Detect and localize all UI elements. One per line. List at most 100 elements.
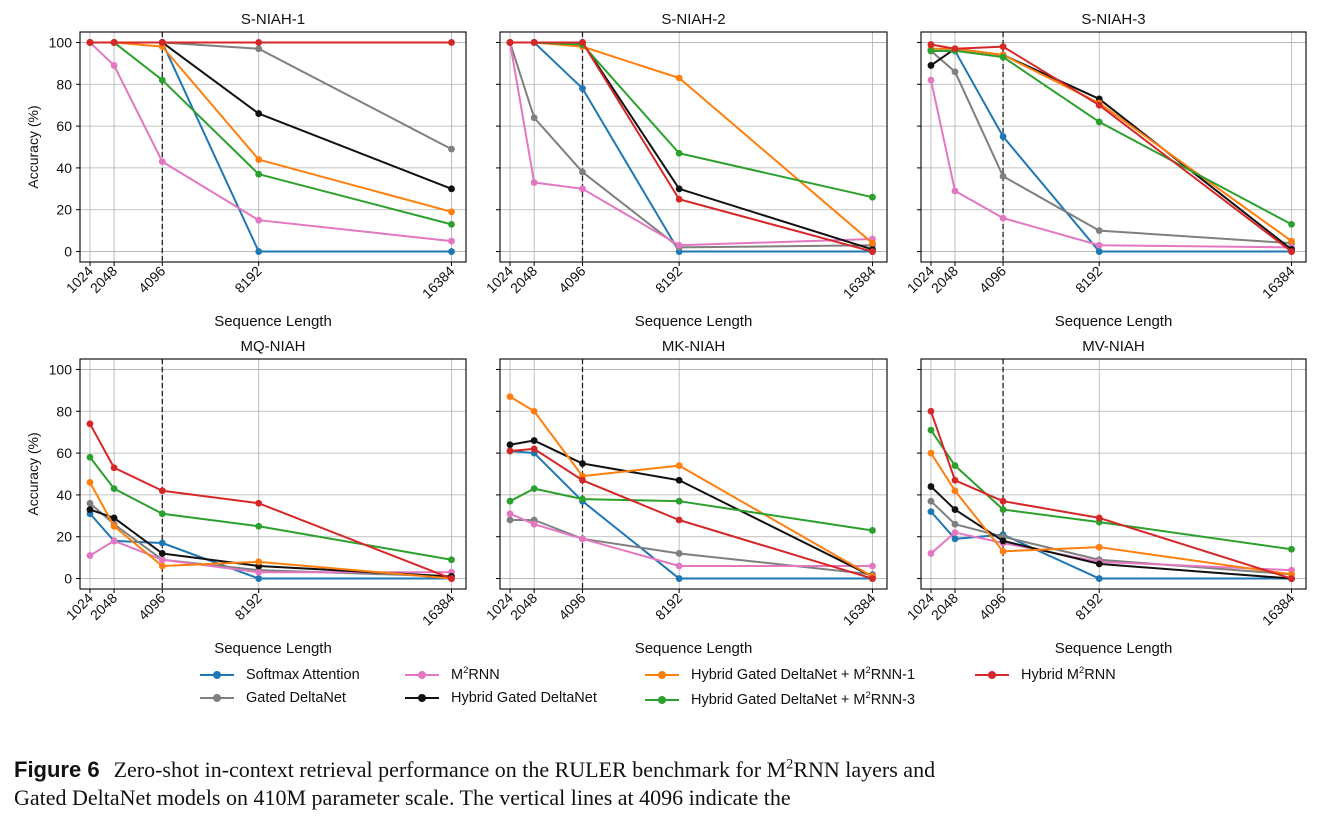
- data-point-hybrid-m2rnn: [675, 516, 683, 524]
- series-line-softmax-attention: [89, 41, 452, 253]
- data-point-m2rnn: [530, 179, 538, 186]
- data-point-softmax-attention: [1095, 575, 1103, 582]
- data-point-m2rnn: [158, 158, 166, 166]
- series-line-hybrid-m2rnn: [510, 41, 873, 253]
- y-tick-label: 40: [56, 160, 72, 176]
- data-point-hybrid-gated-deltanet: [110, 514, 118, 522]
- y-tick-label: 0: [64, 244, 72, 260]
- x-axis-label: Sequence Length: [1055, 640, 1173, 657]
- data-point-hybrid-gated-deltanet-m2rnn-3: [255, 170, 263, 178]
- axes-frame: [79, 358, 467, 590]
- legend-swatch-icon: [975, 669, 1009, 681]
- data-point-gated-deltanet: [448, 145, 455, 153]
- x-axis-label: Sequence Length: [635, 640, 753, 657]
- data-point-hybrid-m2rnn: [1095, 514, 1103, 522]
- data-point-hybrid-gated-deltanet: [530, 437, 538, 444]
- figure-caption: Figure 6 Zero-shot in-context retrieval p…: [14, 756, 1320, 812]
- data-point-m2rnn: [675, 562, 683, 570]
- x-axis-label: Sequence Length: [214, 313, 332, 330]
- data-point-hybrid-m2rnn: [927, 41, 935, 48]
- data-point-hybrid-m2rnn: [951, 45, 959, 53]
- data-point-hybrid-gated-deltanet-m2rnn-3: [927, 426, 935, 434]
- data-point-hybrid-m2rnn: [255, 499, 263, 507]
- data-point-hybrid-m2rnn: [448, 575, 455, 582]
- data-point-hybrid-m2rnn: [530, 39, 538, 46]
- legend-item-gated-deltanet: Gated DeltaNet: [200, 690, 346, 706]
- series-line-hybrid-gated-deltanet-m2rnn-1: [89, 481, 452, 580]
- data-point-hybrid-gated-deltanet-m2rnn-3: [927, 47, 935, 55]
- y-tick-label: 60: [56, 118, 72, 134]
- data-point-softmax-attention: [255, 248, 263, 255]
- x-tick-label: 8192: [231, 263, 264, 296]
- data-point-hybrid-gated-deltanet-m2rnn-3: [999, 53, 1007, 61]
- data-point-hybrid-m2rnn: [158, 487, 166, 495]
- x-tick-label: 8192: [1072, 590, 1105, 623]
- axes-frame: [920, 31, 1307, 263]
- data-point-hybrid-m2rnn: [951, 476, 959, 484]
- x-axis-label: Sequence Length: [1055, 313, 1173, 330]
- data-point-m2rnn: [951, 187, 959, 195]
- data-point-m2rnn: [86, 552, 94, 559]
- data-point-hybrid-gated-deltanet-m2rnn-1: [951, 487, 959, 495]
- data-point-softmax-attention: [1095, 248, 1103, 255]
- data-point-hybrid-m2rnn: [86, 39, 94, 46]
- legend-item-softmax-attention: Softmax Attention: [200, 667, 360, 683]
- x-tick-label: 8192: [652, 590, 685, 623]
- legend-swatch-icon: [645, 694, 679, 706]
- subplot-title: MK-NIAH: [662, 338, 725, 355]
- data-point-hybrid-gated-deltanet: [999, 537, 1007, 545]
- data-point-gated-deltanet: [255, 45, 263, 53]
- series-line-gated-deltanet: [930, 500, 1292, 576]
- data-point-m2rnn: [999, 214, 1007, 222]
- data-point-hybrid-gated-deltanet: [675, 476, 683, 484]
- data-point-hybrid-m2rnn: [448, 39, 455, 46]
- series-line-hybrid-gated-deltanet-m2rnn-1: [930, 47, 1293, 242]
- data-point-hybrid-gated-deltanet: [927, 483, 935, 490]
- x-tick-label: 16384: [419, 263, 458, 302]
- data-point-hybrid-gated-deltanet-m2rnn-3: [869, 193, 876, 201]
- data-point-hybrid-m2rnn: [927, 407, 935, 415]
- data-point-hybrid-gated-deltanet-m2rnn-3: [951, 462, 959, 470]
- series-line-gated-deltanet: [930, 50, 1292, 245]
- x-tick-label: 2048: [87, 263, 120, 296]
- data-point-hybrid-gated-deltanet-m2rnn-3: [579, 495, 586, 503]
- y-tick-label: 20: [56, 202, 72, 218]
- subplot-title: S-NIAH-1: [241, 11, 305, 28]
- series-line-hybrid-gated-deltanet: [89, 41, 452, 190]
- data-point-hybrid-m2rnn: [999, 43, 1007, 51]
- data-point-hybrid-gated-deltanet-m2rnn-3: [999, 506, 1007, 513]
- x-tick-label: 16384: [1259, 263, 1298, 302]
- legend-item-hybrid-gated-deltanet: Hybrid Gated DeltaNet: [405, 690, 597, 706]
- data-point-hybrid-m2rnn: [110, 39, 118, 46]
- data-point-softmax-attention: [448, 248, 455, 255]
- series-line-gated-deltanet: [509, 42, 873, 249]
- data-point-hybrid-m2rnn: [1095, 101, 1103, 109]
- series-line-softmax-attention: [509, 450, 873, 580]
- data-point-hybrid-gated-deltanet-m2rnn-1: [1288, 237, 1295, 245]
- x-tick-label: 4096: [135, 263, 168, 296]
- data-point-hybrid-gated-deltanet-m2rnn-3: [675, 497, 683, 505]
- x-tick-label: 8192: [231, 590, 264, 623]
- data-point-softmax-attention: [675, 575, 683, 582]
- axes-frame: [499, 31, 888, 263]
- data-point-m2rnn: [951, 529, 959, 536]
- data-point-hybrid-gated-deltanet-m2rnn-1: [506, 393, 514, 401]
- data-point-gated-deltanet: [951, 520, 959, 528]
- series-line-hybrid-gated-deltanet: [509, 439, 873, 578]
- y-tick-label: 100: [49, 361, 73, 377]
- data-point-m2rnn: [506, 510, 514, 518]
- series-line-gated-deltanet: [89, 41, 452, 150]
- data-point-m2rnn: [158, 556, 166, 564]
- y-tick-label: 100: [49, 34, 73, 50]
- legend: Softmax Attention Gated DeltaNet M2RNN H…: [200, 665, 1160, 717]
- data-point-hybrid-gated-deltanet: [506, 441, 514, 449]
- data-point-hybrid-gated-deltanet: [158, 550, 166, 557]
- data-point-m2rnn: [927, 76, 935, 84]
- x-tick-label: 2048: [507, 590, 540, 623]
- data-point-softmax-attention: [927, 508, 935, 516]
- x-tick-label: 16384: [1259, 590, 1298, 629]
- x-tick-label: 16384: [840, 590, 879, 629]
